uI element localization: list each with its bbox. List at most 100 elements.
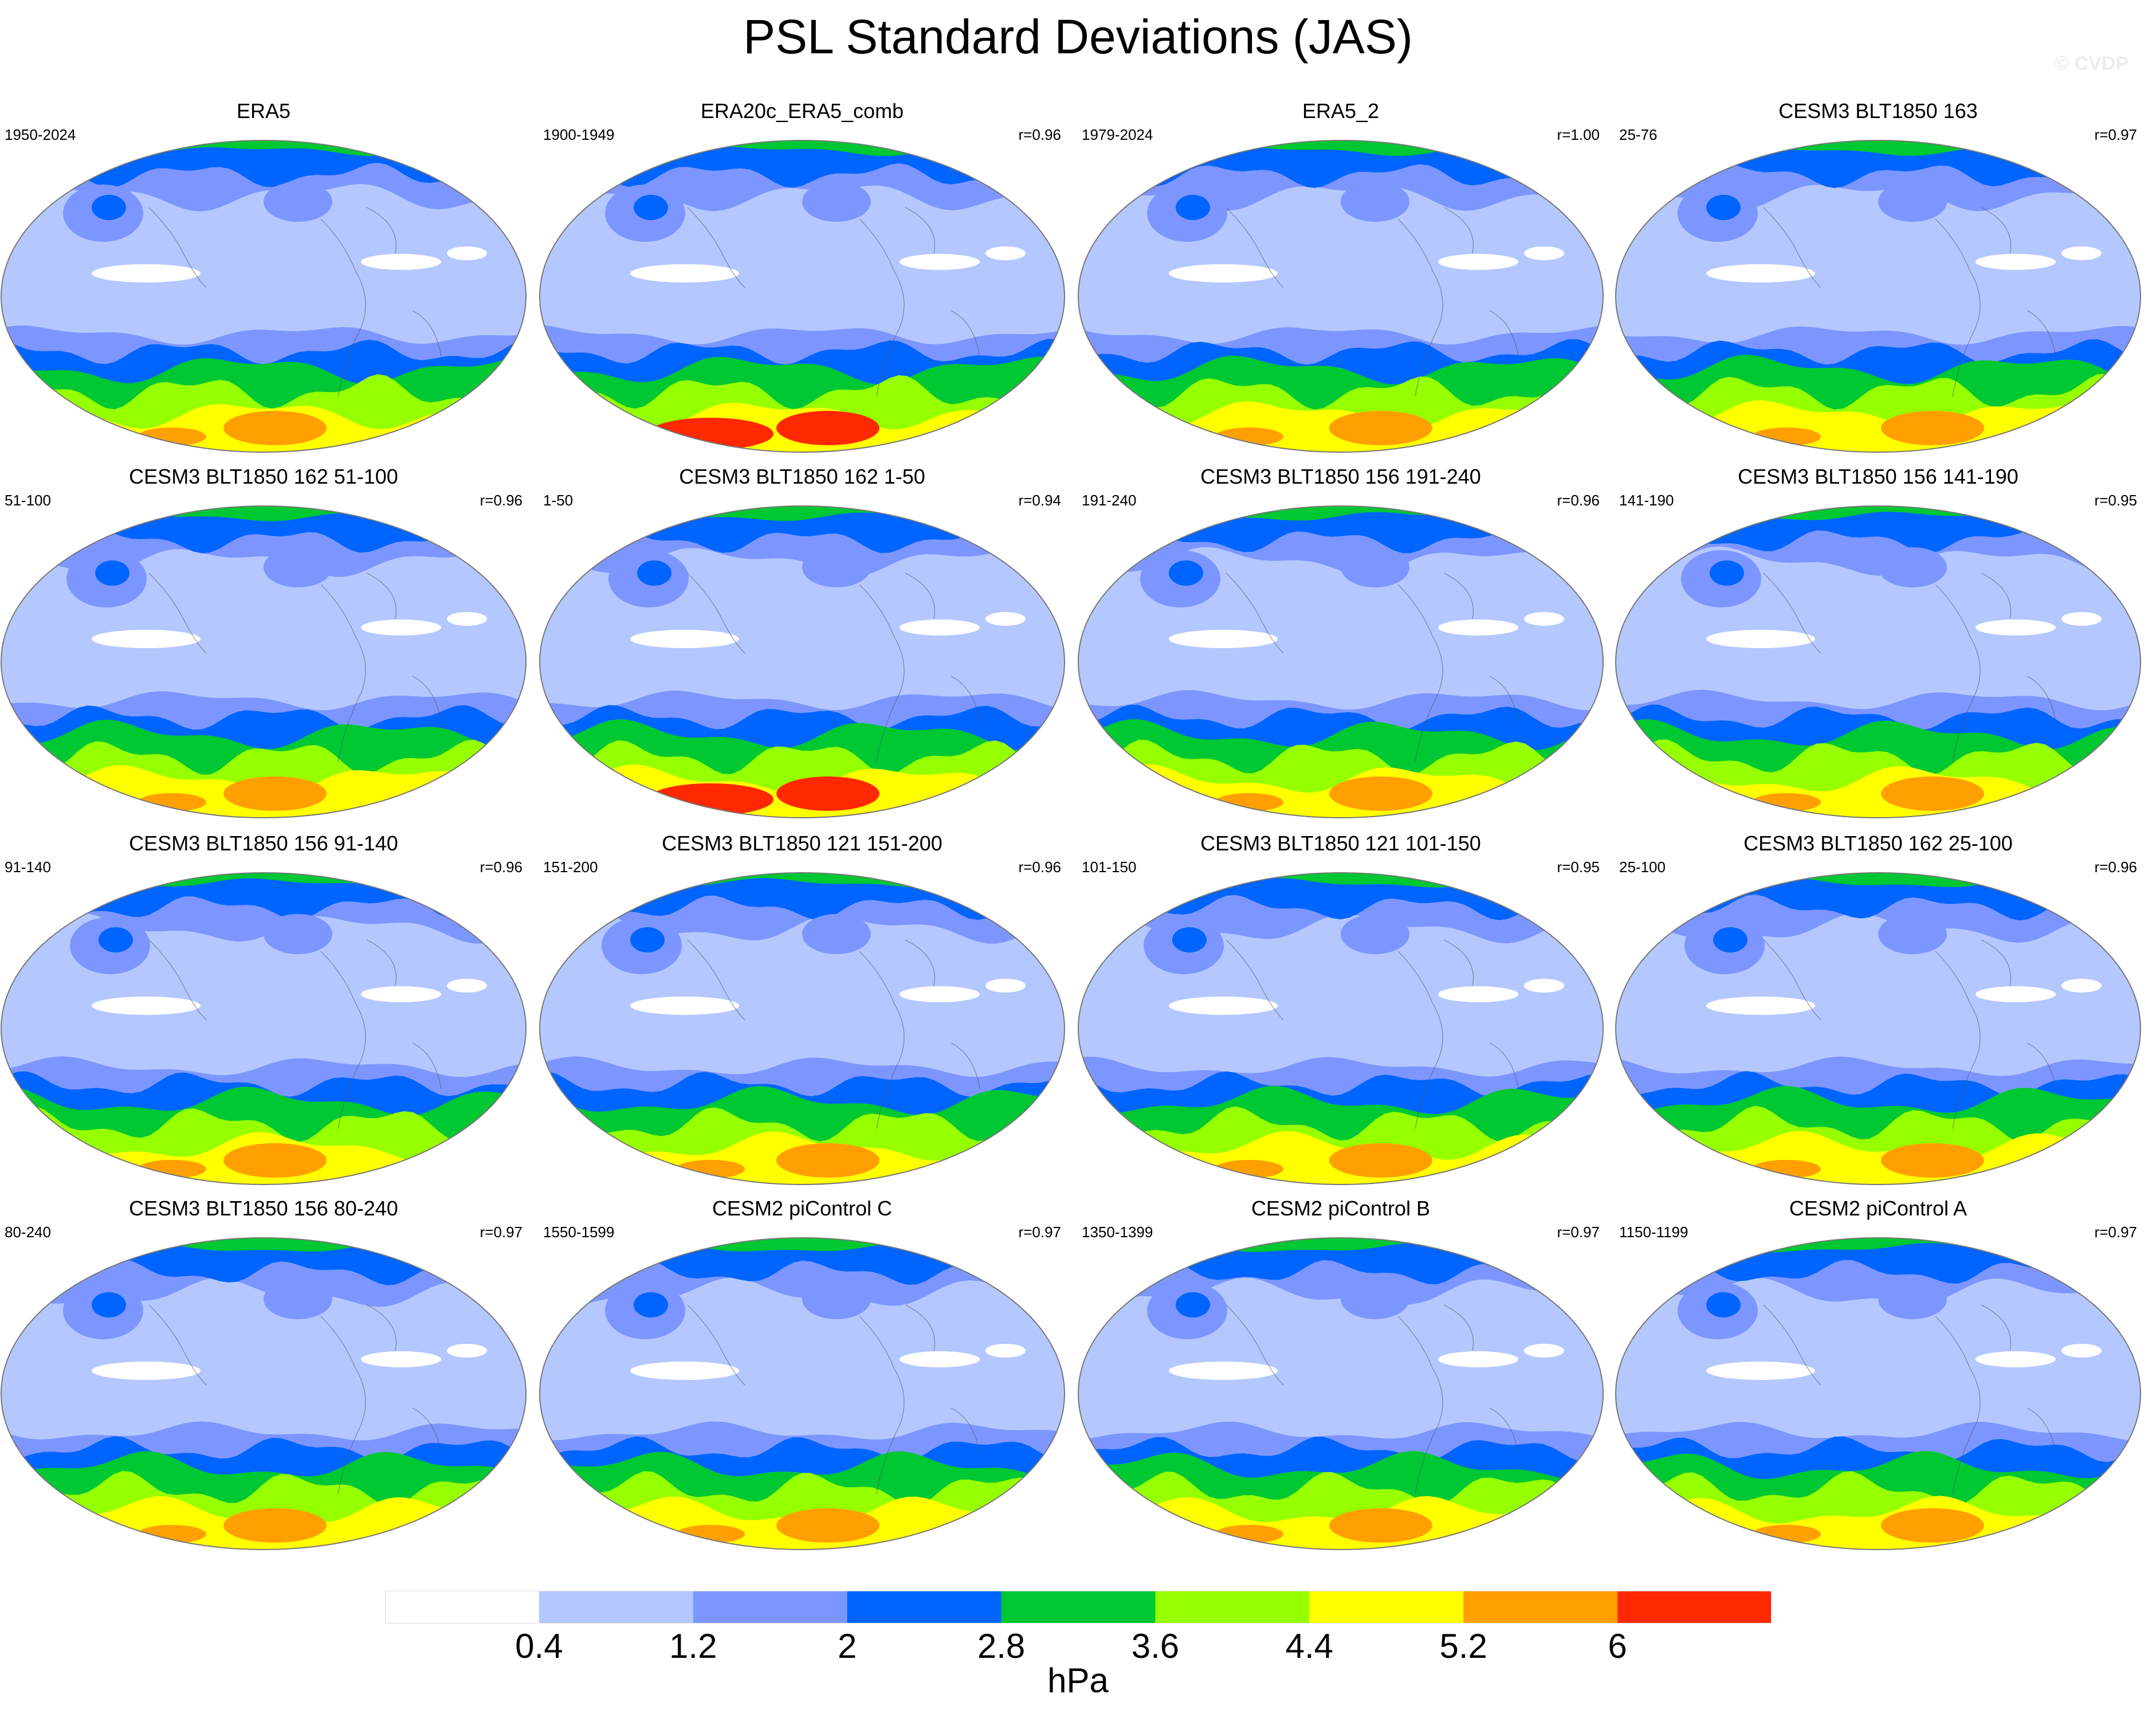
colorbar-segment <box>847 1591 1002 1623</box>
map-panel: CESM2 piControl C 1550-1599 r=0.97 <box>539 1196 1066 1551</box>
panel-correlation: r=0.94 <box>1018 492 1061 509</box>
panel-title: ERA20c_ERA5_comb <box>700 99 904 123</box>
panel-title: CESM2 piControl C <box>712 1197 893 1220</box>
panel-title: CESM3 BLT1850 162 25-100 <box>1743 831 2013 855</box>
panel-correlation: r=0.96 <box>480 858 523 876</box>
colorbar-segment <box>385 1591 540 1623</box>
panel-correlation: r=0.96 <box>2094 858 2137 876</box>
map-panel: ERA20c_ERA5_comb 1900-1949 r=0.96 <box>539 99 1066 454</box>
panel-correlation: r=0.97 <box>2094 126 2137 143</box>
panel-correlation: r=0.95 <box>2094 492 2137 509</box>
colorbar <box>385 1591 1772 1623</box>
panel-years: 151-200 <box>543 858 598 876</box>
map-plot <box>1615 1237 2141 1550</box>
map-plot <box>1078 505 1604 818</box>
map-panel: CESM3 BLT1850 156 80-240 80-240 r=0.97 <box>0 1196 527 1551</box>
map-field <box>1616 506 2141 818</box>
map-field <box>1 1238 526 1550</box>
panel-title: CESM3 BLT1850 121 101-150 <box>1200 831 1481 855</box>
map-panel: CESM3 BLT1850 156 141-190 141-190 r=0.95 <box>1615 464 2142 819</box>
map-panel: CESM3 BLT1850 162 1-50 1-50 r=0.94 <box>539 464 1066 819</box>
colorbar-segment <box>1155 1591 1310 1623</box>
map-plot <box>539 1237 1065 1550</box>
panel-correlation: r=0.97 <box>1018 1223 1061 1241</box>
colorbar-units: hPa <box>1047 1661 1109 1700</box>
panel-correlation: r=0.97 <box>2094 1223 2137 1241</box>
panel-years: 1350-1399 <box>1082 1223 1153 1241</box>
map-plot <box>1 872 527 1185</box>
colorbar-tick-label: 4.4 <box>1285 1627 1334 1665</box>
colorbar-tick-label: 1.2 <box>669 1627 717 1665</box>
colorbar-tick-label: 2.8 <box>977 1627 1026 1665</box>
panel-years: 101-150 <box>1082 858 1137 876</box>
panel-years: 25-100 <box>1619 858 1666 876</box>
panel-correlation: r=0.97 <box>480 1223 523 1241</box>
panel-title: CESM3 BLT1850 121 151-200 <box>662 831 942 855</box>
panel-years: 1550-1599 <box>543 1223 615 1241</box>
panel-title: CESM3 BLT1850 156 91-140 <box>129 831 398 855</box>
panel-correlation: r=0.97 <box>1557 1223 1600 1241</box>
colorbar-segment <box>1463 1591 1618 1623</box>
panel-correlation: r=1.00 <box>1557 126 1600 143</box>
panel-years: 1979-2024 <box>1082 126 1153 143</box>
cvdp-credit: © CVDP <box>2055 53 2128 74</box>
map-field <box>540 873 1065 1184</box>
panel-years: 1950-2024 <box>5 126 76 143</box>
map-panel: ERA5 1950-2024 <box>0 99 527 454</box>
map-panel: CESM3 BLT1850 121 151-200 151-200 r=0.96 <box>539 831 1066 1186</box>
map-plot <box>1078 872 1604 1185</box>
panel-title: CESM2 piControl B <box>1251 1197 1431 1220</box>
map-plot <box>539 872 1065 1185</box>
panel-title: CESM2 piControl A <box>1789 1197 1968 1220</box>
colorbar-segment <box>539 1591 694 1623</box>
map-plot <box>1078 140 1604 453</box>
panel-years: 191-240 <box>1082 492 1137 509</box>
colorbar-segment <box>1001 1591 1156 1623</box>
colorbar-segment <box>1309 1591 1464 1623</box>
map-field <box>1078 506 1603 818</box>
panel-years: 91-140 <box>5 858 51 876</box>
panel-correlation: r=0.96 <box>480 492 523 509</box>
panel-title: CESM3 BLT1850 163 <box>1778 99 1978 123</box>
map-panel: CESM3 BLT1850 121 101-150 101-150 r=0.95 <box>1077 831 1604 1186</box>
panel-years: 1-50 <box>543 492 574 509</box>
map-panel: CESM3 BLT1850 162 51-100 51-100 r=0.96 <box>0 464 527 819</box>
panel-title: CESM3 BLT1850 156 80-240 <box>129 1197 398 1220</box>
map-plot <box>539 140 1065 453</box>
map-plot <box>1615 505 2141 818</box>
figure-title: PSL Standard Deviations (JAS) <box>743 10 1413 64</box>
map-plot <box>539 505 1065 818</box>
panel-title: CESM3 BLT1850 156 191-240 <box>1200 465 1481 488</box>
panel-years: 1900-1949 <box>543 126 615 143</box>
panel-years: 1150-1199 <box>1619 1223 1688 1241</box>
panel-title: CESM3 BLT1850 156 141-190 <box>1738 465 2018 488</box>
panel-years: 80-240 <box>5 1223 51 1241</box>
colorbar-tick-label: 2 <box>837 1627 857 1665</box>
map-plot <box>1615 140 2141 453</box>
map-plot <box>1078 1237 1604 1550</box>
map-plot <box>1615 872 2141 1185</box>
panel-correlation: r=0.96 <box>1018 858 1061 876</box>
colorbar-tick-label: 3.6 <box>1131 1627 1180 1665</box>
colorbar-tick-label: 0.4 <box>515 1627 563 1665</box>
map-panel: CESM3 BLT1850 163 25-76 r=0.97 <box>1615 99 2142 454</box>
panel-title: CESM3 BLT1850 162 51-100 <box>129 465 398 488</box>
map-panel: CESM3 BLT1850 162 25-100 25-100 r=0.96 <box>1615 831 2142 1186</box>
panel-years: 25-76 <box>1619 126 1658 143</box>
colorbar-segment <box>1617 1591 1772 1623</box>
panel-correlation: r=0.96 <box>1557 492 1600 509</box>
panel-title: ERA5 <box>236 99 291 123</box>
colorbar-segment <box>693 1591 848 1623</box>
map-plot <box>1 1237 527 1550</box>
map-panel: CESM3 BLT1850 156 91-140 91-140 r=0.96 <box>0 831 527 1186</box>
panel-years: 51-100 <box>5 492 51 509</box>
panel-years: 141-190 <box>1619 492 1674 509</box>
colorbar-tick-label: 6 <box>1608 1627 1627 1665</box>
panel-correlation: r=0.96 <box>1018 126 1061 143</box>
map-panel: ERA5_2 1979-2024 r=1.00 <box>1077 99 1604 454</box>
map-panel: CESM3 BLT1850 156 191-240 191-240 r=0.96 <box>1077 464 1604 819</box>
map-panel: CESM2 piControl A 1150-1199 r=0.97 <box>1615 1196 2142 1551</box>
map-panel: CESM2 piControl B 1350-1399 r=0.97 <box>1077 1196 1604 1551</box>
panel-title: ERA5_2 <box>1302 99 1380 123</box>
map-plot <box>1 140 527 453</box>
